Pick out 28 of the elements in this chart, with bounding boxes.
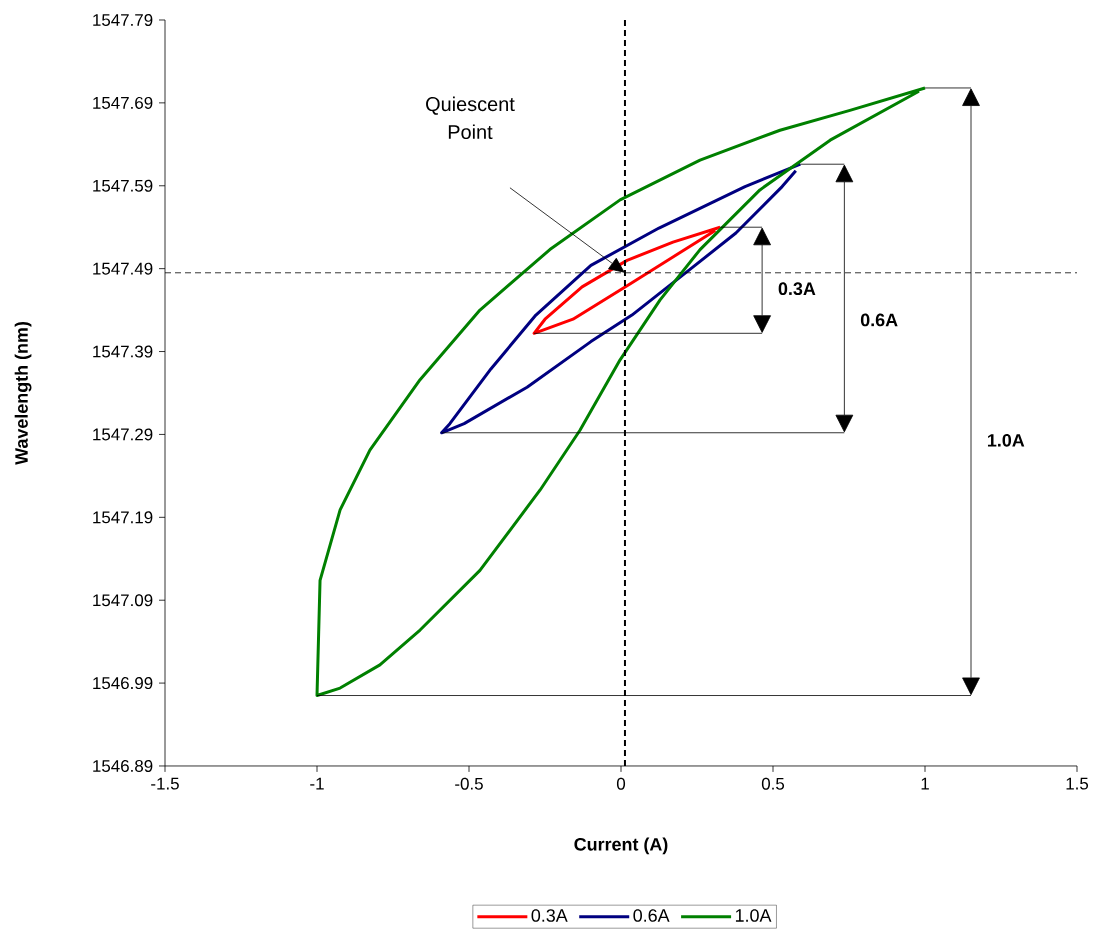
legend-label: 1.0A: [735, 909, 772, 922]
y-tick-label: 1547.09: [93, 594, 153, 607]
y-tick-label: 1547.79: [93, 13, 153, 26]
y-tick-label: 1547.29: [93, 428, 153, 441]
y-axis-title: Wavelength (nm): [14, 322, 32, 465]
x-tick-label: -0.5: [455, 777, 483, 790]
y-tick-label: 1547.39: [93, 345, 153, 358]
legend-label: 0.6A: [633, 909, 670, 922]
annotation: 0.6A: [860, 313, 898, 327]
x-tick-label: 1.5: [1066, 777, 1089, 790]
y-tick-label: 1547.59: [93, 179, 153, 192]
y-tick-label: 1546.89: [93, 759, 153, 772]
annotation: 0.3A: [778, 282, 816, 296]
x-tick-label: 0: [616, 777, 626, 790]
line-series: [315, 86, 927, 698]
x-tick-label: -1: [310, 777, 324, 790]
x-tick-label: -1.5: [151, 777, 179, 790]
annotation: 1.0A: [987, 433, 1025, 447]
legend-label: 0.3A: [531, 909, 568, 922]
x-axis-title: Current (A): [574, 837, 668, 855]
annotation: Quiescent Point: [426, 96, 515, 140]
x-tick-label: 1: [921, 777, 929, 790]
y-tick-label: 1547.69: [93, 96, 153, 109]
y-tick-label: 1547.19: [93, 511, 153, 524]
y-tick-label: 1546.99: [93, 677, 153, 690]
y-tick-label: 1547.49: [93, 262, 153, 275]
x-tick-label: 0.5: [761, 777, 785, 790]
line-series: [532, 225, 722, 335]
